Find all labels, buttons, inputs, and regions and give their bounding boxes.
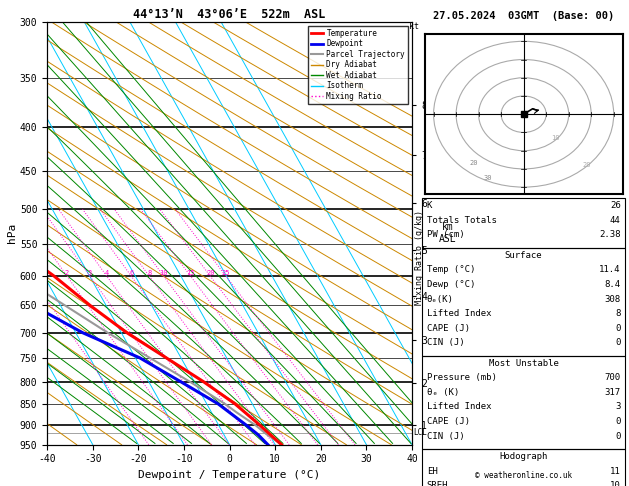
Text: Lifted Index: Lifted Index	[426, 402, 491, 412]
Text: 0: 0	[615, 324, 621, 333]
Text: Hodograph: Hodograph	[499, 452, 548, 461]
Text: Lifted Index: Lifted Index	[426, 309, 491, 318]
Text: K: K	[426, 201, 432, 210]
Text: EH: EH	[426, 467, 437, 476]
Text: PW (cm): PW (cm)	[426, 230, 464, 240]
Text: 6: 6	[129, 270, 133, 276]
Text: Dewp (°C): Dewp (°C)	[426, 280, 475, 289]
Text: 27.05.2024  03GMT  (Base: 00): 27.05.2024 03GMT (Base: 00)	[433, 11, 615, 21]
Text: 308: 308	[604, 295, 621, 304]
Bar	[423, 449, 625, 486]
Legend: Temperature, Dewpoint, Parcel Trajectory, Dry Adiabat, Wet Adiabat, Isotherm, Mi: Temperature, Dewpoint, Parcel Trajectory…	[308, 26, 408, 104]
Text: 25: 25	[221, 270, 230, 276]
Text: 20: 20	[582, 162, 591, 168]
Text: 317: 317	[604, 388, 621, 397]
Text: CAPE (J): CAPE (J)	[426, 324, 470, 333]
Text: θₑ(K): θₑ(K)	[426, 295, 454, 304]
Text: 30: 30	[483, 175, 492, 181]
Text: 20: 20	[470, 160, 478, 166]
Text: Pressure (mb): Pressure (mb)	[426, 373, 496, 382]
Text: 11: 11	[610, 467, 621, 476]
Text: 10: 10	[610, 481, 621, 486]
Text: kt: kt	[409, 22, 419, 31]
Text: Most Unstable: Most Unstable	[489, 359, 559, 368]
Text: 44: 44	[610, 216, 621, 225]
Text: LCL: LCL	[413, 429, 427, 437]
Bar	[423, 248, 625, 356]
Title: 44°13’N  43°06’E  522m  ASL: 44°13’N 43°06’E 522m ASL	[133, 8, 326, 21]
Text: 20: 20	[206, 270, 214, 276]
Y-axis label: km
ASL: km ASL	[439, 223, 457, 244]
Text: Surface: Surface	[505, 251, 542, 260]
Text: 26: 26	[610, 201, 621, 210]
Text: 700: 700	[604, 373, 621, 382]
Text: 2: 2	[65, 270, 69, 276]
Y-axis label: hPa: hPa	[7, 223, 17, 243]
Text: 4: 4	[104, 270, 109, 276]
Text: CAPE (J): CAPE (J)	[426, 417, 470, 426]
Text: SREH: SREH	[426, 481, 448, 486]
Bar	[423, 356, 625, 449]
Text: 0: 0	[615, 417, 621, 426]
Text: 10: 10	[551, 136, 559, 141]
Text: 8.4: 8.4	[604, 280, 621, 289]
Text: 8: 8	[615, 309, 621, 318]
Text: 2.38: 2.38	[599, 230, 621, 240]
Text: 11.4: 11.4	[599, 265, 621, 275]
Text: 15: 15	[186, 270, 195, 276]
Text: Temp (°C): Temp (°C)	[426, 265, 475, 275]
Text: Mixing Ratio (g/kg): Mixing Ratio (g/kg)	[415, 210, 424, 305]
Text: CIN (J): CIN (J)	[426, 338, 464, 347]
Text: CIN (J): CIN (J)	[426, 432, 464, 441]
Text: 10: 10	[159, 270, 168, 276]
Text: 0: 0	[615, 432, 621, 441]
Text: 3: 3	[615, 402, 621, 412]
Text: 0: 0	[615, 338, 621, 347]
Text: 8: 8	[147, 270, 152, 276]
Text: Totals Totals: Totals Totals	[426, 216, 496, 225]
Text: 3: 3	[88, 270, 92, 276]
Bar	[423, 198, 625, 248]
X-axis label: Dewpoint / Temperature (°C): Dewpoint / Temperature (°C)	[138, 470, 321, 480]
Text: © weatheronline.co.uk: © weatheronline.co.uk	[475, 471, 572, 480]
Text: θₑ (K): θₑ (K)	[426, 388, 459, 397]
